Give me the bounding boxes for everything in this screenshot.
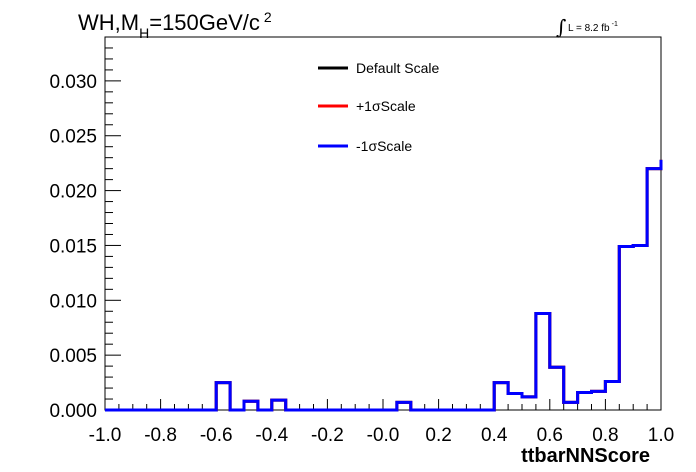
lumi-sup: -1 (612, 21, 618, 28)
x-tick-label: -1.0 (89, 425, 122, 446)
plot-frame (104, 36, 662, 411)
legend-label-plus: +1σScale (356, 98, 416, 114)
x-tick-label: 0.2 (425, 425, 451, 446)
title-mid: =150GeV/c (149, 10, 260, 35)
x-tick-label: 0.4 (481, 425, 508, 446)
legend-label-minus: -1σScale (356, 138, 412, 154)
lumi-integral: ∫ (556, 15, 566, 39)
series-layer (105, 159, 663, 412)
x-tick-label: -0.8 (144, 425, 177, 446)
y-tick-label: 0.015 (49, 236, 97, 257)
title-base: WH,M (78, 10, 139, 35)
title-sub: H (139, 25, 149, 41)
y-tick-label: 0.010 (49, 291, 97, 312)
legend-label-default: Default Scale (356, 60, 439, 76)
x-tick-label: -0.4 (255, 425, 288, 446)
x-tick-label: 1.0 (648, 425, 674, 446)
title-sup: 2 (264, 9, 272, 25)
y-tick-label: 0.025 (49, 127, 97, 148)
x-tick-label: -0.0 (367, 425, 400, 446)
lumi-label: L = 8.2 fb -1 (568, 21, 618, 34)
x-tick-label: -0.2 (311, 425, 344, 446)
lumi-text: L = 8.2 fb (568, 23, 610, 34)
y-tick-label: 0.005 (49, 346, 97, 367)
series-line-1 (105, 159, 663, 412)
legend: Default Scale +1σScale -1σScale (318, 60, 439, 154)
series-line-0 (105, 159, 663, 412)
axes: -1.0 -0.8 -0.6 -0.4 -0.2 -0.0 0.2 0.4 0.6 0.8 1.0 0… (49, 36, 674, 446)
y-tick-label: 0.030 (49, 72, 97, 93)
x-tick-label: -0.6 (200, 425, 233, 446)
y-tick-label: 0.000 (49, 401, 97, 422)
series-line-2 (105, 159, 663, 412)
y-tick-label: 0.020 (49, 182, 97, 203)
chart-title: WH,MH=150GeV/c 2 (78, 9, 272, 41)
x-tick-label: 0.6 (537, 425, 563, 446)
x-tick-label: 0.8 (592, 425, 618, 446)
x-axis-label: ttbarNNScore (521, 445, 650, 467)
